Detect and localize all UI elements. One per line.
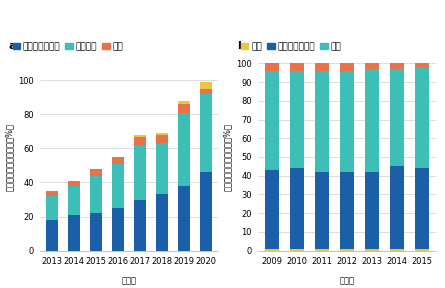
Bar [46, 191, 58, 196]
Bar [390, 249, 404, 251]
Bar [46, 196, 58, 220]
Bar [416, 168, 429, 249]
Bar [315, 249, 329, 251]
Bar [290, 71, 304, 168]
Bar [156, 194, 168, 251]
Bar [200, 94, 212, 172]
Bar [112, 208, 124, 251]
Bar [68, 186, 80, 215]
Bar [134, 137, 146, 145]
Bar [112, 164, 124, 208]
Bar [340, 63, 354, 71]
Bar [390, 69, 404, 166]
Bar [265, 63, 279, 71]
Bar [156, 135, 168, 143]
Text: a: a [8, 41, 16, 51]
Bar [134, 145, 146, 200]
Bar [290, 249, 304, 251]
Bar [290, 63, 304, 71]
Bar [68, 215, 80, 251]
Bar [134, 200, 146, 251]
Y-axis label: 不同类别单位数量占比（%）: 不同类别单位数量占比（%） [223, 123, 232, 191]
Bar [68, 181, 80, 186]
Text: （年）: （年） [121, 277, 137, 286]
Bar [90, 169, 102, 176]
Bar [156, 143, 168, 194]
Bar [112, 157, 124, 164]
Bar [178, 104, 190, 113]
Bar [365, 172, 379, 249]
Bar [90, 176, 102, 213]
Bar [290, 168, 304, 249]
Bar [340, 172, 354, 249]
Bar [200, 82, 212, 89]
Bar [178, 113, 190, 186]
Bar [178, 101, 190, 104]
Bar [315, 172, 329, 249]
Y-axis label: 不同类别单位数量占比（%）: 不同类别单位数量占比（%） [5, 123, 14, 191]
Bar [265, 249, 279, 251]
Bar [365, 63, 379, 69]
Bar [178, 186, 190, 251]
Text: b: b [237, 41, 245, 51]
Bar [416, 63, 429, 67]
Bar [134, 135, 146, 137]
Bar [315, 71, 329, 172]
Text: （年）: （年） [340, 277, 355, 286]
Bar [365, 69, 379, 172]
Bar [416, 67, 429, 168]
Bar [340, 249, 354, 251]
Bar [200, 89, 212, 94]
Bar [390, 63, 404, 69]
Bar [46, 220, 58, 251]
Legend: 研究与开发机构, 高等学校, 其他: 研究与开发机构, 高等学校, 其他 [12, 42, 123, 51]
Bar [390, 166, 404, 249]
Bar [365, 249, 379, 251]
Legend: 企业, 研究与开发机构, 高等: 企业, 研究与开发机构, 高等 [241, 42, 341, 51]
Bar [340, 71, 354, 172]
Bar [315, 63, 329, 71]
Bar [265, 170, 279, 249]
Bar [265, 71, 279, 170]
Bar [200, 172, 212, 251]
Bar [90, 213, 102, 251]
Bar [416, 249, 429, 251]
Bar [156, 133, 168, 135]
